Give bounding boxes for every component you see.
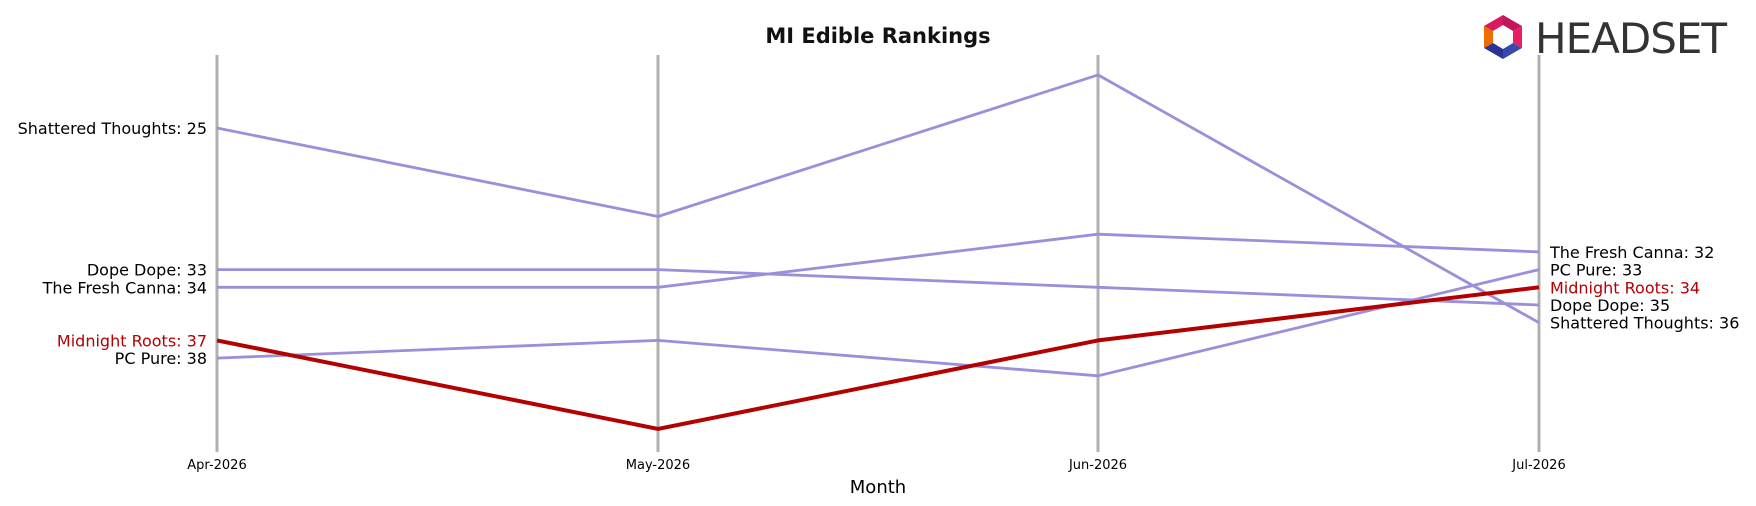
logo-text: HEADSET xyxy=(1535,14,1727,63)
headset-logo: HEADSET xyxy=(1484,14,1728,63)
x-tick-labels: Apr-2026 May-2026 Jun-2026 Jul-2026 xyxy=(187,458,1565,473)
grid xyxy=(215,55,1541,452)
x-tick-label: May-2026 xyxy=(626,458,690,473)
start-label: Shattered Thoughts: 25 xyxy=(18,119,207,138)
series-line xyxy=(216,285,1540,431)
series-line xyxy=(217,232,1540,289)
end-label: Midnight Roots: 34 xyxy=(1550,278,1700,297)
start-label: Midnight Roots: 37 xyxy=(57,331,207,350)
series-lines xyxy=(216,73,1540,431)
end-label: Shattered Thoughts: 36 xyxy=(1550,314,1739,333)
x-tick-label: Apr-2026 xyxy=(187,458,246,473)
start-label: The Fresh Canna: 34 xyxy=(42,278,207,297)
logo-mark-icon xyxy=(1484,15,1522,59)
end-label: The Fresh Canna: 32 xyxy=(1549,243,1714,262)
start-label: Dope Dope: 33 xyxy=(87,261,207,280)
series-line xyxy=(217,268,1540,307)
end-label: Dope Dope: 35 xyxy=(1550,296,1670,315)
x-axis-label: Month xyxy=(850,477,906,498)
start-label: PC Pure: 38 xyxy=(115,349,207,368)
end-label: PC Pure: 33 xyxy=(1550,261,1642,280)
series-line xyxy=(216,73,1540,324)
x-tick-label: Jun-2026 xyxy=(1068,458,1127,473)
series-line xyxy=(216,268,1540,378)
chart-title: MI Edible Rankings xyxy=(765,24,990,48)
x-tick-label: Jul-2026 xyxy=(1511,458,1565,473)
